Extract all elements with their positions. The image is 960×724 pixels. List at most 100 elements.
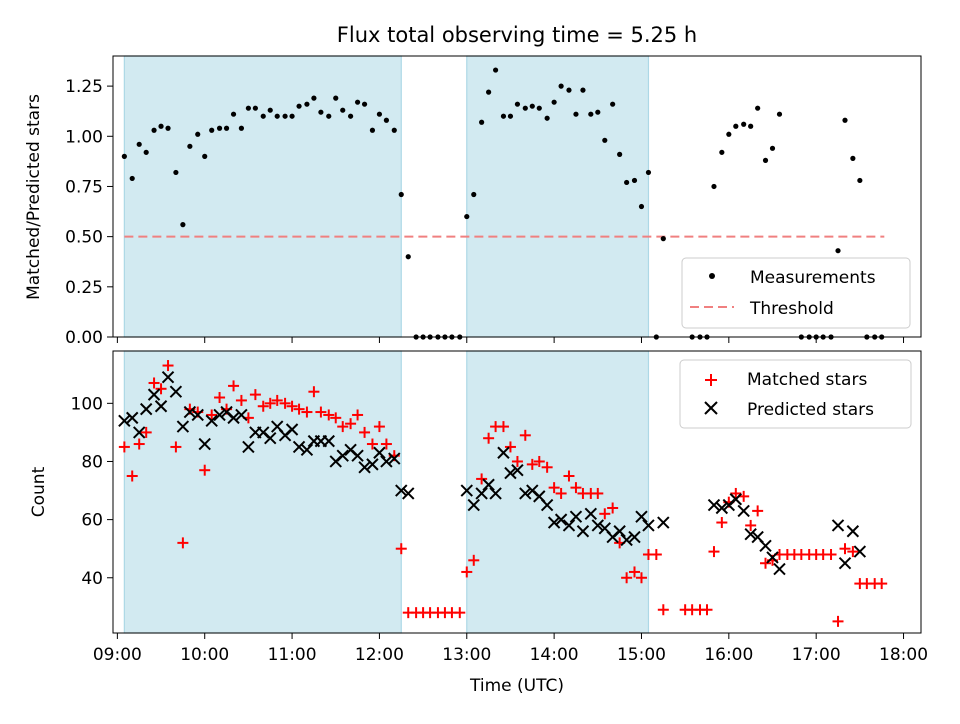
matched-star-point xyxy=(476,473,488,485)
measurement-point xyxy=(354,99,361,105)
predicted-star-point xyxy=(176,420,190,433)
predicted-star-point xyxy=(766,551,779,564)
measurement-point xyxy=(558,83,564,89)
measurement-point xyxy=(260,113,266,119)
matched-star-point xyxy=(330,412,342,424)
predicted-star-point xyxy=(139,402,153,416)
measurement-point xyxy=(645,169,652,176)
matched-star-point xyxy=(621,572,633,584)
measurement-point xyxy=(209,127,215,133)
measurement-point xyxy=(492,67,499,73)
measurement-point xyxy=(726,131,732,137)
matched-star-point xyxy=(286,400,298,412)
x-tick-label: 09:00 xyxy=(93,645,142,665)
matched-star-point xyxy=(301,406,313,418)
measurement-point xyxy=(347,113,354,119)
measurement-point xyxy=(748,123,754,129)
measurement-point xyxy=(471,191,477,198)
predicted-star-point xyxy=(351,449,364,462)
matched-star-point xyxy=(570,482,582,494)
shaded-interval xyxy=(466,55,650,338)
predicted-star-point xyxy=(744,527,757,541)
chart-title: Flux total observing time = 5.25 h xyxy=(337,23,697,47)
measurement-point xyxy=(741,121,747,127)
matched-star-point xyxy=(359,426,371,438)
predicted-star-point xyxy=(635,510,648,523)
bottom-y-ticks: 40 60 80 100 xyxy=(71,394,113,589)
top-y-tick-label: 0.25 xyxy=(65,278,103,298)
matched-star-point xyxy=(599,508,611,520)
measurement-point xyxy=(238,125,245,131)
measurement-point xyxy=(289,113,295,119)
predicted-star-point xyxy=(642,519,655,532)
measurement-point xyxy=(369,127,376,133)
matched-star-point xyxy=(526,458,538,470)
matched-star-point xyxy=(140,426,152,438)
predicted-star-point xyxy=(657,516,670,529)
predicted-star-point xyxy=(300,443,314,457)
predicted-star-point xyxy=(620,533,633,547)
measurement-point xyxy=(602,137,608,143)
measurement-point xyxy=(405,254,411,260)
measurement-point xyxy=(398,191,404,198)
measurement-point xyxy=(245,105,251,111)
predicted-star-point xyxy=(489,487,502,500)
predicted-star-point xyxy=(613,525,626,538)
measurement-point xyxy=(216,125,223,131)
bottom-legend-box xyxy=(679,359,912,429)
matched-star-point xyxy=(511,455,523,467)
predicted-star-point xyxy=(467,498,480,512)
matched-star-point xyxy=(752,505,764,517)
x-tick-label: 11:00 xyxy=(268,645,317,665)
predicted-star-point xyxy=(147,388,161,401)
matched-star-point xyxy=(730,487,742,499)
measurement-point xyxy=(580,87,586,93)
bottom-y-tick-label: 40 xyxy=(81,569,103,589)
measurement-point xyxy=(595,109,601,115)
measurement-point xyxy=(136,141,142,147)
bottom-axes-frame xyxy=(112,350,922,634)
matched-star-point xyxy=(847,546,859,558)
measurement-point xyxy=(383,117,390,123)
predicted-star-point xyxy=(198,437,211,451)
measurement-point xyxy=(158,123,164,129)
x-tick-label: 18:00 xyxy=(879,645,928,665)
matched-star-point xyxy=(373,421,385,433)
predicted-star-point xyxy=(773,562,786,576)
bottom-y-axis-label: Count xyxy=(29,466,49,517)
matched-star-point xyxy=(548,482,560,494)
matched-star-point xyxy=(352,409,364,421)
measurement-point xyxy=(304,101,310,107)
matched-star-point xyxy=(468,554,480,566)
measurement-point xyxy=(835,248,841,254)
measurement-point xyxy=(376,111,383,117)
measurement-point xyxy=(573,111,579,117)
matched-star-point xyxy=(657,604,669,616)
matched-star-point xyxy=(519,429,531,441)
predicted-star-point xyxy=(482,478,495,491)
measurement-point xyxy=(252,105,258,111)
top-y-axis-label: Matched/Predicted stars xyxy=(24,94,44,300)
top-y-tick-label: 1.25 xyxy=(65,77,103,97)
matched-star-point xyxy=(323,409,335,421)
predicted-star-point xyxy=(562,519,576,532)
matched-star-point xyxy=(148,377,160,389)
matched-star-point xyxy=(366,438,378,450)
measurement-point xyxy=(617,151,623,157)
matched-star-point xyxy=(607,502,619,514)
matched-star-point xyxy=(118,441,130,453)
predicted-star-point xyxy=(183,405,197,419)
top-y-tick-label: 0.50 xyxy=(65,228,103,248)
top-panel: 0.00 0.25 0.50 0.75 1.00 1.25 Matched/Predict… xyxy=(24,55,922,348)
matched-star-point xyxy=(199,464,211,476)
predicted-star-point xyxy=(264,432,277,445)
measurement-point xyxy=(151,127,157,133)
top-x-ticks xyxy=(116,337,905,343)
predicted-star-point xyxy=(504,466,517,480)
matched-star-point xyxy=(155,383,167,395)
measurement-point xyxy=(610,101,616,107)
matched-star-point xyxy=(483,432,495,444)
predicted-star-point xyxy=(853,545,867,558)
measurement-point xyxy=(165,125,171,131)
matched-star-point xyxy=(745,519,757,531)
